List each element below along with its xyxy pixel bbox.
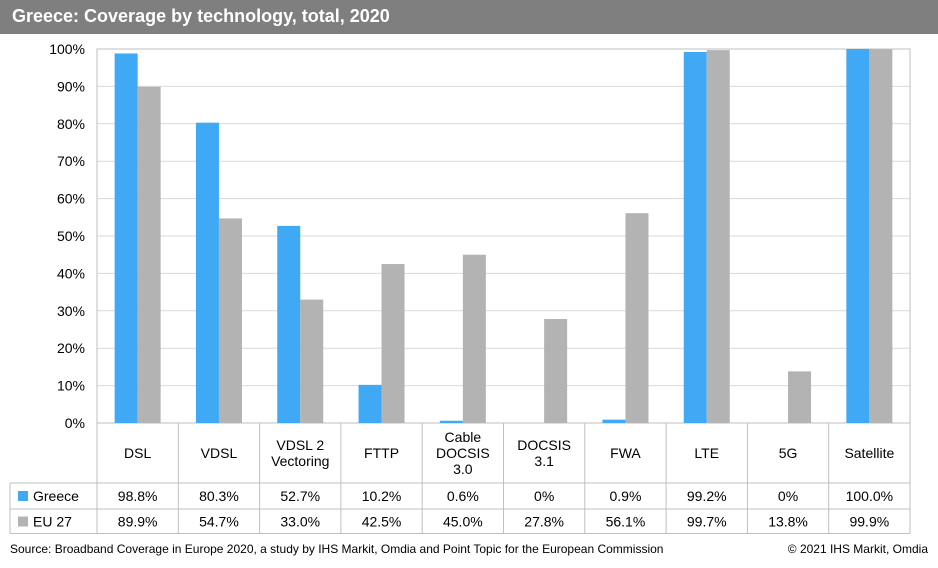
y-tick-label: 70% xyxy=(57,153,85,169)
category-label: DOCSIS 3.1 xyxy=(517,437,571,469)
bar-greece xyxy=(114,53,138,423)
data-label: 98.8% xyxy=(118,488,158,504)
category-label: Satellite xyxy=(844,445,894,461)
category-label: LTE xyxy=(694,445,719,461)
bar-eu-27 xyxy=(706,50,730,423)
bar-greece xyxy=(602,419,626,423)
category-label: FWA xyxy=(610,445,641,461)
bar-greece xyxy=(683,51,707,423)
category-label: VDSL 2 Vectoring xyxy=(271,437,329,469)
data-label: 27.8% xyxy=(524,514,564,530)
data-label: 80.3% xyxy=(199,488,239,504)
y-tick-label: 40% xyxy=(57,265,85,281)
bar-eu-27 xyxy=(625,213,649,423)
bar-greece xyxy=(358,384,382,423)
data-label: 54.7% xyxy=(199,514,239,530)
bar-eu-27 xyxy=(218,218,242,423)
copyright-note: © 2021 IHS Markit, Omdia xyxy=(787,542,928,556)
bar-eu-27 xyxy=(544,319,568,423)
y-tick-label: 10% xyxy=(57,378,85,394)
data-label: 45.0% xyxy=(443,514,483,530)
y-tick-label: 90% xyxy=(57,78,85,94)
data-label: 10.2% xyxy=(362,488,402,504)
data-label: 99.9% xyxy=(849,514,889,530)
y-tick-label: 30% xyxy=(57,303,85,319)
legend-label: Greece xyxy=(33,488,79,504)
category-label: VDSL xyxy=(201,445,238,461)
bar-eu-27 xyxy=(462,254,486,423)
y-tick-label: 100% xyxy=(49,41,85,57)
title-bar: Greece: Coverage by technology, total, 2… xyxy=(0,0,938,34)
y-tick-label: 50% xyxy=(57,228,85,244)
data-label: 99.2% xyxy=(687,488,727,504)
bar-greece xyxy=(439,420,463,423)
chart: 0% 10% 20% 30% 40% 50% 60% 70% 80% 90% 100% DSL VDSL… xyxy=(9,41,911,534)
bar-greece xyxy=(846,49,870,423)
data-label: 0.6% xyxy=(447,488,479,504)
data-label: 13.8% xyxy=(768,514,808,530)
chart-title: Greece: Coverage by technology, total, 2… xyxy=(12,6,390,26)
category-label: DSL xyxy=(124,445,151,461)
y-tick-label: 0% xyxy=(65,415,85,431)
legend-label: EU 27 xyxy=(33,514,72,530)
data-label: 99.7% xyxy=(687,514,727,530)
bar-eu-27 xyxy=(300,299,324,423)
data-label: 33.0% xyxy=(280,514,320,530)
bar-eu-27 xyxy=(788,371,812,423)
data-label: 52.7% xyxy=(280,488,320,504)
bar-eu-27 xyxy=(137,86,161,424)
data-label: 0.9% xyxy=(609,488,641,504)
category-label: FTTP xyxy=(364,445,399,461)
legend-swatch xyxy=(18,491,28,501)
bar-greece xyxy=(195,122,219,423)
category-label: Cable DOCSIS 3.0 xyxy=(436,429,490,477)
bar-greece xyxy=(277,225,301,423)
data-label: 56.1% xyxy=(606,514,646,530)
legend-swatch xyxy=(18,516,28,527)
y-tick-label: 20% xyxy=(57,340,85,356)
source-note: Source: Broadband Coverage in Europe 202… xyxy=(10,542,664,556)
y-tick-label: 80% xyxy=(57,116,85,132)
data-label: 0% xyxy=(778,488,798,504)
data-label: 100.0% xyxy=(846,488,893,504)
bar-eu-27 xyxy=(381,264,405,423)
data-label: 42.5% xyxy=(362,514,402,530)
bar-eu-27 xyxy=(869,49,893,424)
category-label: 5G xyxy=(779,445,798,461)
data-label: 89.9% xyxy=(118,514,158,530)
y-tick-label: 60% xyxy=(57,191,85,207)
data-label: 0% xyxy=(534,488,554,504)
